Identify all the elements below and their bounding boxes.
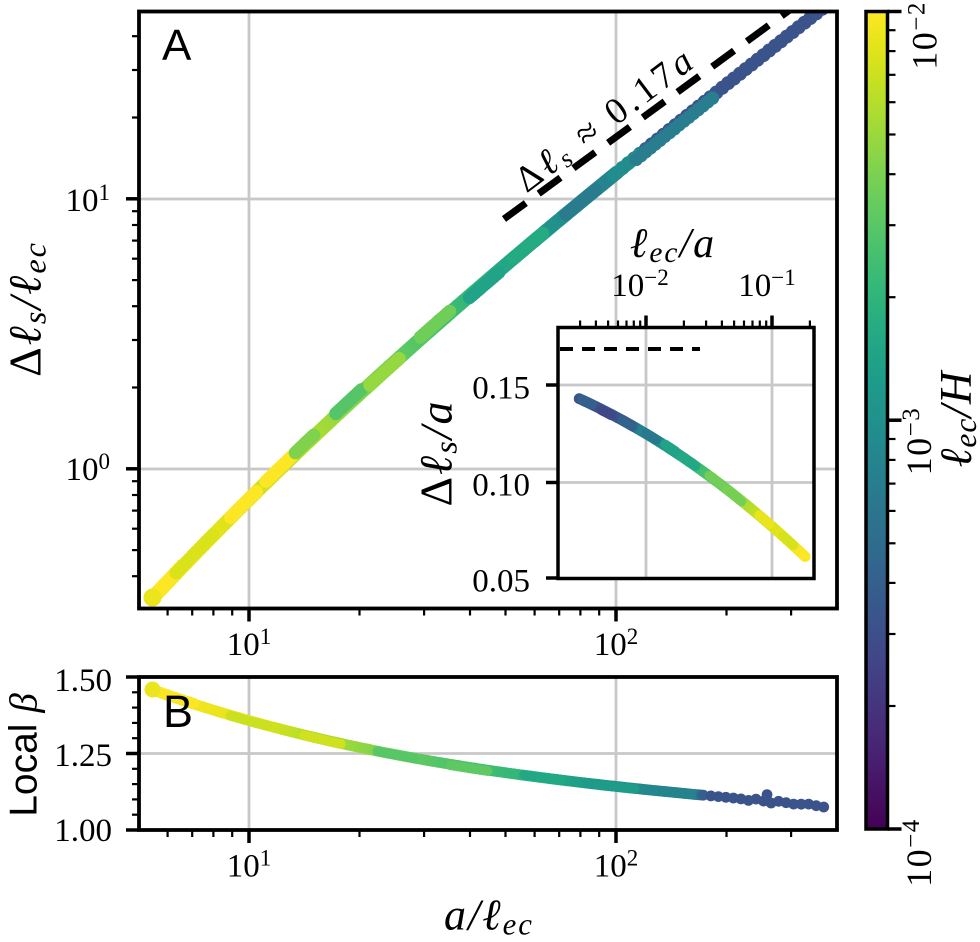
svg-text:0.05: 0.05 [472,564,530,600]
svg-text:10−2: 10−2 [904,1,945,70]
svg-text:1.50: 1.50 [54,663,112,699]
svg-text:1.00: 1.00 [54,813,112,849]
svg-text:A: A [162,21,192,70]
svg-text:0.15: 0.15 [472,371,530,407]
svg-text:10−1: 10−1 [738,265,795,304]
svg-text:0.10: 0.10 [472,468,530,504]
svg-text:1.25: 1.25 [54,738,112,774]
svg-text:B: B [163,686,193,737]
